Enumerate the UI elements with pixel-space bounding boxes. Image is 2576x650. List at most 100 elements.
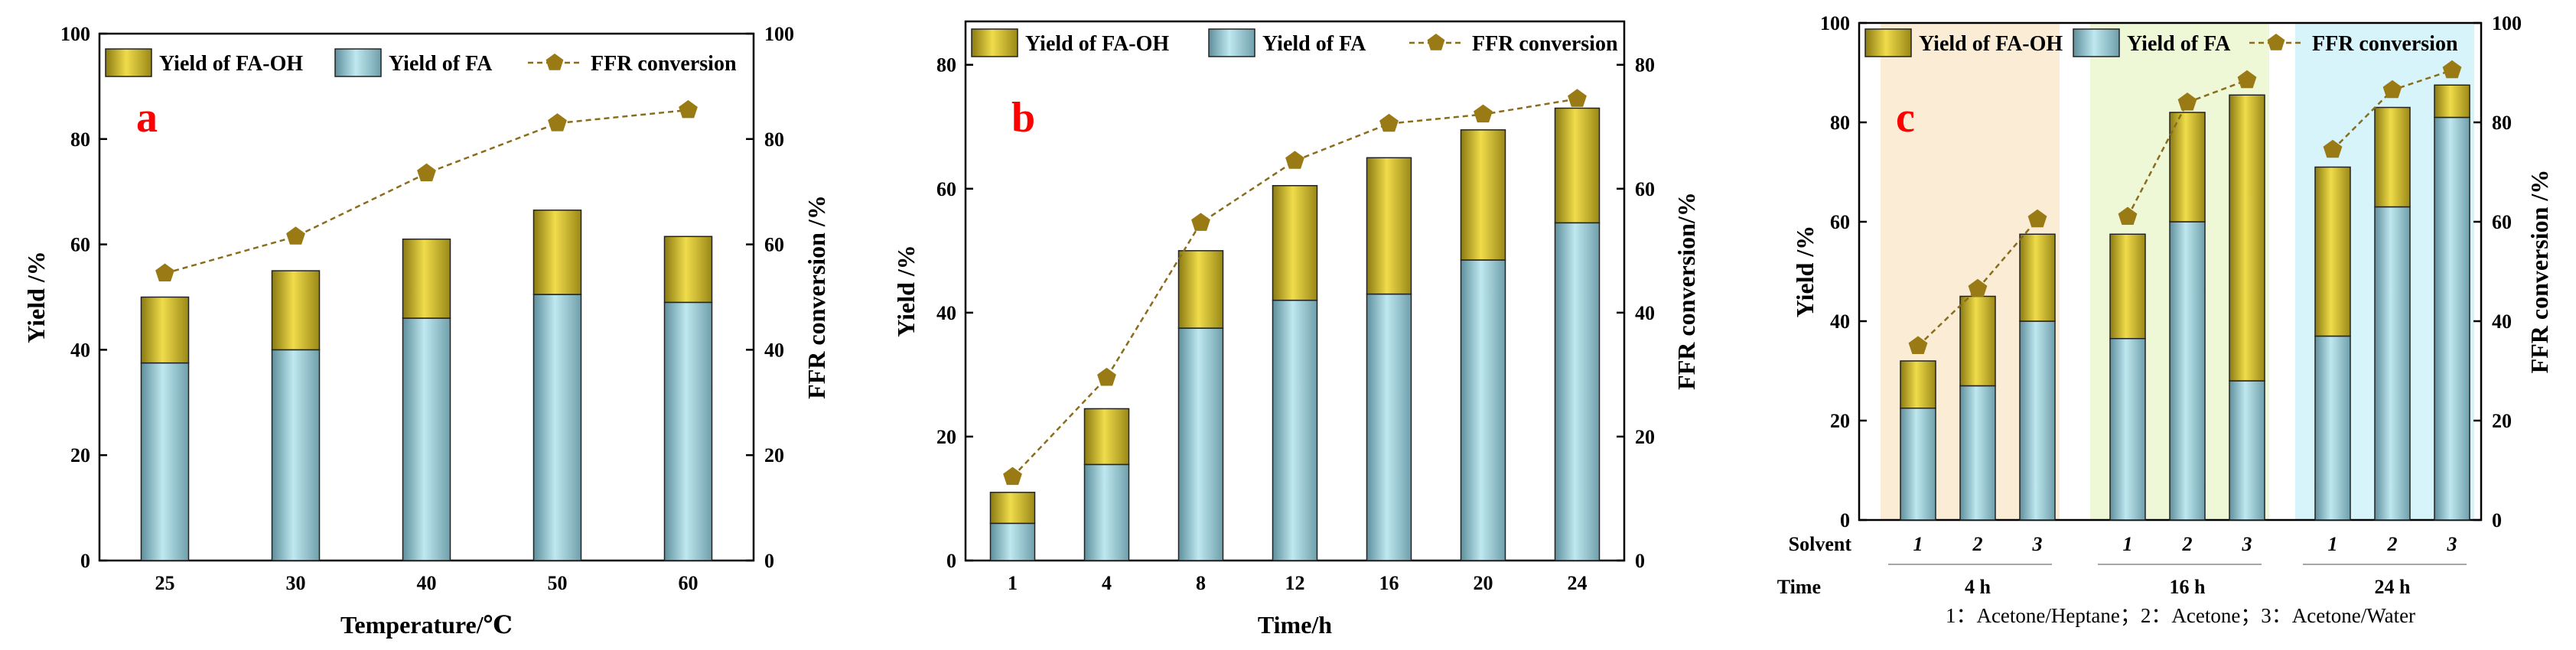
panel-c-solvent-label: 2 (1972, 533, 1983, 555)
panel-c-bars (1900, 84, 2470, 521)
panel-a-bar-fa-oh (532, 210, 582, 295)
panel-c-bar-fa (1900, 408, 1936, 521)
panel-b-bar-fa (1460, 259, 1506, 561)
panel-c-solvent-label: 2 (2387, 533, 2398, 555)
panel-b-bar-fa-oh (1177, 250, 1224, 329)
panel-c-category-labels: 1 2 3 4 h 1 2 3 16 h 1 2 3 24 h (1913, 533, 2457, 598)
panel-c-bar-fa-oh (2434, 84, 2470, 119)
panel-c-legend-label-fa-oh: Yield of FA-OH (1919, 32, 2063, 56)
panel-a-x-axis-title: Temperature/℃ (340, 611, 513, 639)
panel-c-solvent-row-label: Solvent (1789, 533, 1852, 555)
panel-b-legend-label-ffr: FFR conversion (1472, 32, 1618, 56)
panel-a-bars (140, 210, 713, 561)
panel-b-bar-fa (1083, 463, 1130, 561)
panel-a-x-tick-label: 30 (286, 572, 306, 594)
panel-b-bar-fa-oh (1554, 107, 1601, 224)
panel-b-bar-fa-oh (989, 492, 1036, 525)
panel-a-y-axis-title: Yield /% (22, 251, 50, 343)
panel-c-solvent-label: 3 (2447, 533, 2457, 555)
panel-c-bar-fa-oh (2314, 166, 2351, 337)
panel-c-bar-fa (2019, 320, 2056, 521)
panel-c-conversion-point (2323, 139, 2343, 158)
panel-c-solvent-label: 1 (2123, 533, 2133, 555)
panel-c-solvent-label: 3 (2032, 533, 2043, 555)
panel-c-bar-fa (2374, 206, 2411, 521)
panel-c-solvent-label: 2 (2182, 533, 2193, 555)
panel-b-x-tick-label: 20 (1474, 572, 1493, 594)
panel-c-bar-fa (2229, 380, 2265, 521)
panel-c-solvent-label: 3 (2242, 533, 2252, 555)
panel-c-y-tick-label: 60 (1830, 211, 1850, 233)
panel-b-conversion-point (1474, 104, 1493, 123)
panel-a-y2-tick-label: 40 (764, 339, 784, 361)
panel-a-legend-label-fa: Yield of FA (389, 52, 493, 76)
panel-a-y-tick-label: 0 (80, 550, 90, 572)
panel-c-solvent-label: 1 (1913, 533, 1923, 555)
panel-c-y-tick-label: 40 (1830, 310, 1850, 333)
panel-a-y-tick-label: 60 (70, 234, 90, 256)
panel-c-letter: c (1896, 94, 1915, 141)
panel-b-y-axis-title: Yield /% (892, 245, 920, 337)
panel-b-bar-fa (1366, 293, 1412, 561)
panel-b-y-tick-label: 40 (936, 302, 956, 324)
panel-a-y-tick-label: 80 (70, 128, 90, 151)
panel-c-y2-axis-title: FFR conversion /% (2526, 170, 2553, 374)
panel-a-legend-label-fa-oh: Yield of FA-OH (159, 52, 303, 76)
panel-c-conversion-point (2382, 80, 2402, 99)
panel-b-y2-tick-label: 40 (1635, 302, 1655, 324)
panel-a-x-tick-label: 40 (417, 572, 437, 594)
panel-b-x-tick-label: 24 (1568, 572, 1588, 594)
panel-b-bar-fa (989, 522, 1036, 561)
panel-a-legend-swatch-fa-oh (105, 48, 152, 77)
panel-b-y2-tick-label: 20 (1635, 426, 1655, 448)
panel-c-bar-fa (2434, 116, 2470, 521)
panel-a-legend-swatch-fa (334, 48, 382, 77)
panel-b-y-tick-label: 0 (946, 550, 956, 572)
panel-c-time-label: 24 h (2375, 576, 2412, 598)
panel-c-y2-tick-label: 60 (2492, 211, 2512, 233)
panel-b-bar-fa-oh (1366, 157, 1412, 295)
panel-a-legend-marker-sample (545, 54, 564, 70)
panel-c-time-row-label: Time (1777, 576, 1821, 598)
panel-c-legend-swatch-fa-oh (1864, 28, 1912, 57)
panel-a-y2-tick-label: 80 (764, 128, 784, 151)
panel-c-y-tick-label: 0 (1840, 509, 1850, 531)
panel-b-y2-tick-label: 80 (1635, 54, 1655, 76)
panel-c-y-tick-label: 100 (1820, 12, 1850, 34)
panel-c-legend-swatch-fa (2073, 28, 2120, 57)
panel-b-x-tick-label: 8 (1196, 572, 1206, 594)
panel-b-bar-fa (1177, 327, 1224, 561)
panel-a-conversion-point (286, 226, 305, 245)
panel-c-bar-fa (2109, 338, 2146, 521)
panel-c-conversion-point (2177, 93, 2197, 111)
panel-a-x-tick-label: 25 (155, 572, 175, 594)
panel-c-bar-fa (2314, 335, 2351, 521)
panel-c-y2-tick-label: 20 (2492, 410, 2512, 432)
panel-b-bars (989, 107, 1601, 561)
panel-c-legend-marker-sample (2267, 34, 2285, 50)
panel-a-legend: Yield of FA-OH Yield of FA FFR conversion (105, 48, 737, 77)
panel-c-y2-tick-label: 80 (2492, 112, 2512, 134)
chart-panel-b: 0 20 40 60 80 0 20 40 60 80 1 4 8 12 16 20 24 Yield of F… (892, 20, 1700, 639)
panel-c-y-tick-label: 80 (1830, 112, 1850, 134)
panel-a-conversion-point (548, 113, 567, 132)
panel-b-y-tick-label: 60 (936, 178, 956, 200)
panel-a-bar-fa-oh (271, 270, 321, 351)
panel-c-y-tick-label: 20 (1830, 410, 1850, 432)
panel-b-conversion-point (1379, 113, 1399, 132)
panel-a-bar-fa (532, 294, 582, 561)
panel-c-time-label: 16 h (2170, 576, 2206, 598)
panel-c-conversion-point (2027, 209, 2047, 228)
panel-c-conversion-line (1908, 60, 2462, 354)
panel-b-conversion-point (1003, 466, 1022, 486)
panel-b-x-tick-label: 1 (1008, 572, 1018, 594)
panel-a-bar-fa-oh (140, 296, 190, 364)
panel-b-legend-label-fa-oh: Yield of FA-OH (1025, 32, 1169, 56)
panel-a-y2-tick-label: 100 (764, 23, 794, 45)
panel-c-conversion-point (2118, 206, 2138, 225)
panel-b-y2-tick-label: 60 (1635, 178, 1655, 200)
panel-b-conversion-point (1285, 151, 1304, 169)
panel-b-bar-fa (1272, 299, 1318, 561)
